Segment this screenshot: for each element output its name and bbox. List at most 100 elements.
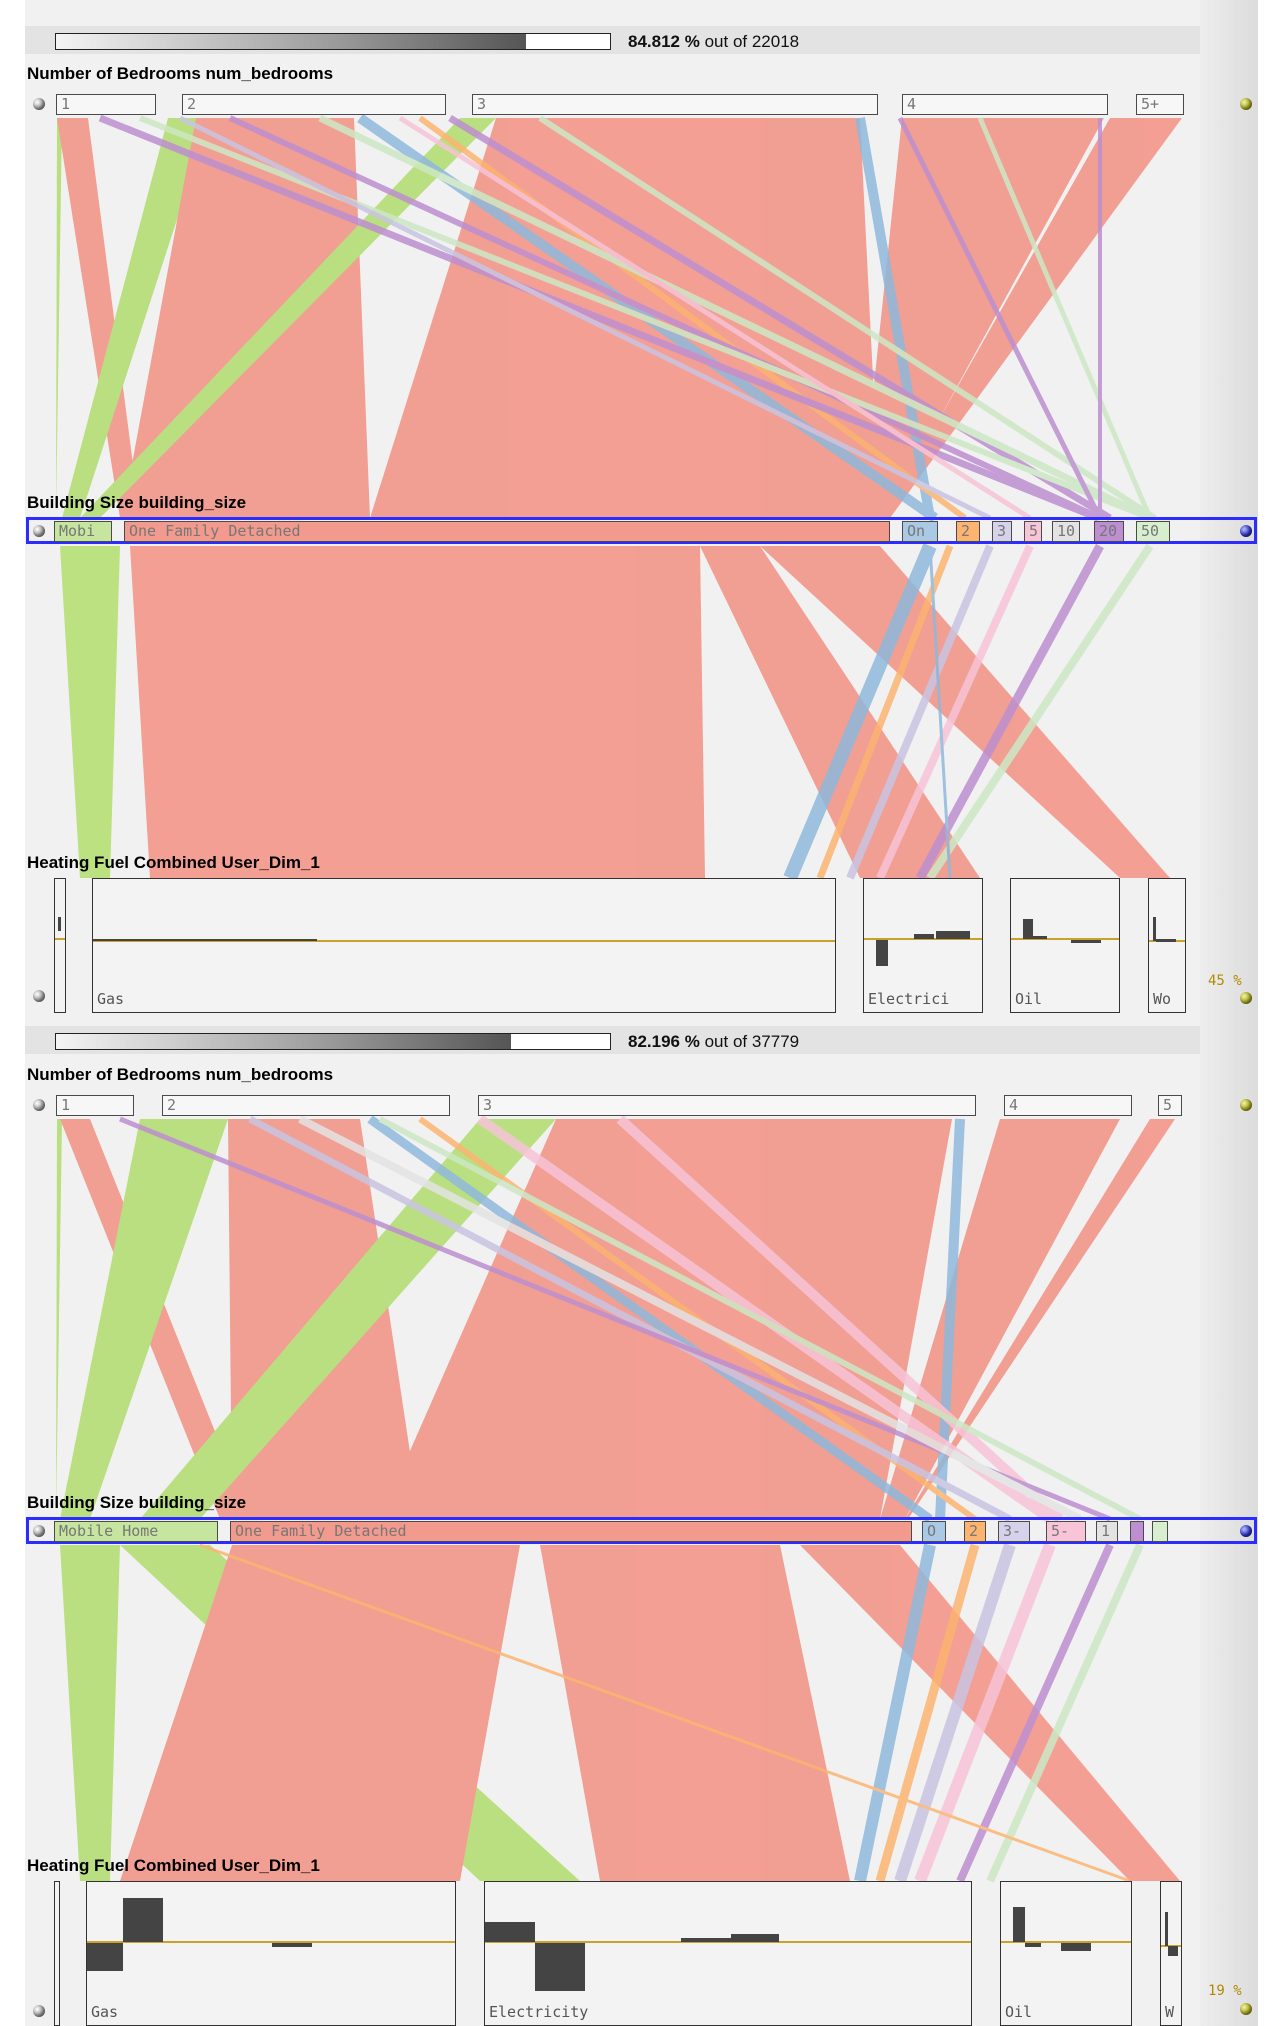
fuel-label-electricity: Electricity xyxy=(489,2003,589,2021)
dim2-cat-onefam-attached[interactable]: O xyxy=(922,1521,946,1542)
out-of-text: out of 22018 xyxy=(704,32,800,51)
fuel-label-gas: Gas xyxy=(97,990,125,1008)
dim2-title: Building Size building_size xyxy=(27,1493,247,1512)
dim2-cat-3[interactable]: 3 xyxy=(992,521,1012,542)
fuel-box-electricity[interactable]: Electrici xyxy=(863,878,983,1013)
dim1-cat-4[interactable]: 4 xyxy=(902,94,1108,115)
fuel-percent: 45 % xyxy=(1208,973,1242,989)
percent-value: 84.812 xyxy=(628,32,680,51)
parallel-sets-panel-1: 84.812 % out of 22018 Number of Bedrooms… xyxy=(25,0,1258,1013)
dim2-selection-frame xyxy=(26,1517,1257,1544)
dim1-cat-1[interactable]: 1 xyxy=(56,94,156,115)
dim2-cat-10[interactable]: 1 xyxy=(1096,1521,1118,1542)
ribbon-onefam-elec xyxy=(700,546,980,878)
dim2-cat-50[interactable] xyxy=(1152,1521,1168,1542)
ribbon-2-mobile xyxy=(60,1119,228,1519)
dim1-cat-5[interactable]: 5+ xyxy=(1136,94,1184,115)
ribbon-onefam-elec xyxy=(540,1545,850,1881)
fuel-box-1[interactable] xyxy=(54,878,66,1013)
progress-bar xyxy=(55,1033,611,1050)
dim2-knob[interactable] xyxy=(33,1525,45,1537)
dim2-cat-onefam-attached[interactable]: On xyxy=(902,521,938,542)
dim2-cat-50[interactable]: 50 xyxy=(1136,521,1170,542)
dim2-cat-20[interactable]: 20 xyxy=(1094,521,1124,542)
dim1-cat-2[interactable]: 2 xyxy=(162,1095,450,1116)
parallel-sets-panel-2: 82.196 % out of 37779 Number of Bedrooms… xyxy=(0,1013,1288,2026)
dim2-cat-5[interactable]: 5 xyxy=(1024,521,1042,542)
fuel-label-wood: Wo xyxy=(1153,990,1172,1008)
ribbon-mobile-gas xyxy=(60,1545,120,1881)
dim2-cat-onefamily[interactable]: One Family Detached xyxy=(124,521,890,542)
dim3-knob[interactable] xyxy=(33,990,45,1002)
ribbon-5-onefam xyxy=(905,1119,1175,1519)
ribbon-onefam-gas xyxy=(130,546,705,878)
percent-readout: 82.196 % out of 37779 xyxy=(628,1032,799,1052)
dim3-toggle-knob[interactable] xyxy=(1240,992,1252,1004)
dim2-toggle-knob[interactable] xyxy=(1240,1525,1252,1537)
dim1-knob[interactable] xyxy=(33,1099,45,1111)
ribbon-3-onefam xyxy=(380,1119,952,1519)
dim2-cat-2[interactable]: 2 xyxy=(956,521,980,542)
fuel-box-oil[interactable]: Oil xyxy=(1000,1881,1132,2026)
dim2-selection-frame xyxy=(26,517,1257,544)
fuel-percent: 19 % xyxy=(1208,1983,1242,1999)
ribbon-onefam-oil xyxy=(760,546,1170,878)
fuel-box-electricity[interactable]: Electricity xyxy=(484,1881,972,2026)
dim1-toggle-knob[interactable] xyxy=(1240,1099,1252,1111)
ribbons-layer xyxy=(56,1114,1180,1884)
fuel-box-wood[interactable]: W xyxy=(1160,1881,1182,2026)
percent-sign: % xyxy=(684,32,700,51)
ribbon-1-mobile xyxy=(56,118,62,518)
dim1-title: Number of Bedrooms num_bedrooms xyxy=(27,1065,334,1084)
fuel-label-oil: Oil xyxy=(1005,2003,1033,2021)
dim2-cat-mobile[interactable]: Mobile Home xyxy=(54,1521,218,1542)
dim3-knob[interactable] xyxy=(33,2005,45,2017)
ribbon-2-mobile xyxy=(62,118,210,518)
dim2-cat-3-4[interactable]: 3- xyxy=(998,1521,1030,1542)
fuel-box-gas[interactable]: Gas xyxy=(86,1881,456,2026)
progress-fill xyxy=(56,1034,512,1049)
dim2-toggle-knob[interactable] xyxy=(1240,525,1252,537)
dim2-knob[interactable] xyxy=(33,525,45,537)
ribbon-5-onefam xyxy=(883,118,1182,518)
ribbon-4-onefam xyxy=(860,118,1104,518)
fuel-label-wood: W xyxy=(1165,2003,1175,2021)
dim1-toggle-knob[interactable] xyxy=(1240,98,1252,110)
dim2-cat-10[interactable]: 10 xyxy=(1052,521,1080,542)
out-of-text: out of 37779 xyxy=(704,1032,800,1051)
progress-bar xyxy=(55,33,611,50)
dim1-cat-2[interactable]: 2 xyxy=(182,94,446,115)
ribbons-layer xyxy=(56,113,1182,881)
fuel-box-1[interactable] xyxy=(54,1881,60,2026)
dim2-cat-onefamily[interactable]: One Family Detached xyxy=(230,1521,912,1542)
dim2-cat-20[interactable] xyxy=(1130,1521,1144,1542)
ribbon-1-onefam xyxy=(57,118,140,518)
fuel-label-oil: Oil xyxy=(1015,990,1043,1008)
dim1-knob[interactable] xyxy=(33,98,45,110)
dim1-cat-4[interactable]: 4 xyxy=(1004,1095,1132,1116)
fuel-box-oil[interactable]: Oil xyxy=(1010,878,1120,1013)
fuel-label-electricity: Electrici xyxy=(868,990,950,1008)
dim2-title: Building Size building_size xyxy=(27,493,247,512)
dim1-cat-3[interactable]: 3 xyxy=(472,94,878,115)
dim2-cat-2[interactable]: 2 xyxy=(964,1521,986,1542)
percent-value: 82.196 xyxy=(628,1032,680,1051)
dim1-cat-1[interactable]: 1 xyxy=(56,1095,134,1116)
progress-fill xyxy=(56,34,526,49)
dim1-cat-5[interactable]: 5 xyxy=(1158,1095,1182,1116)
right-rail xyxy=(1200,0,1258,1013)
ribbon-1-mobile xyxy=(56,1119,62,1519)
fuel-box-wood[interactable]: Wo xyxy=(1148,878,1186,1013)
dim3-title: Heating Fuel Combined User_Dim_1 xyxy=(27,1856,320,1875)
ribbon-3-mobile xyxy=(140,1119,556,1519)
dim2-cat-mobile[interactable]: Mobi xyxy=(54,521,112,542)
percent-readout: 84.812 % out of 22018 xyxy=(628,32,799,52)
dim2-cat-5-9[interactable]: 5- xyxy=(1046,1521,1086,1542)
dim1-cat-3[interactable]: 3 xyxy=(478,1095,976,1116)
dim3-toggle-knob[interactable] xyxy=(1240,2003,1252,2015)
percent-sign: % xyxy=(684,1032,700,1051)
ribbon-mobile-gas xyxy=(60,546,120,878)
fuel-box-gas[interactable]: Gas xyxy=(92,878,836,1013)
dim1-title: Number of Bedrooms num_bedrooms xyxy=(27,64,334,83)
dim3-title: Heating Fuel Combined User_Dim_1 xyxy=(27,853,320,872)
